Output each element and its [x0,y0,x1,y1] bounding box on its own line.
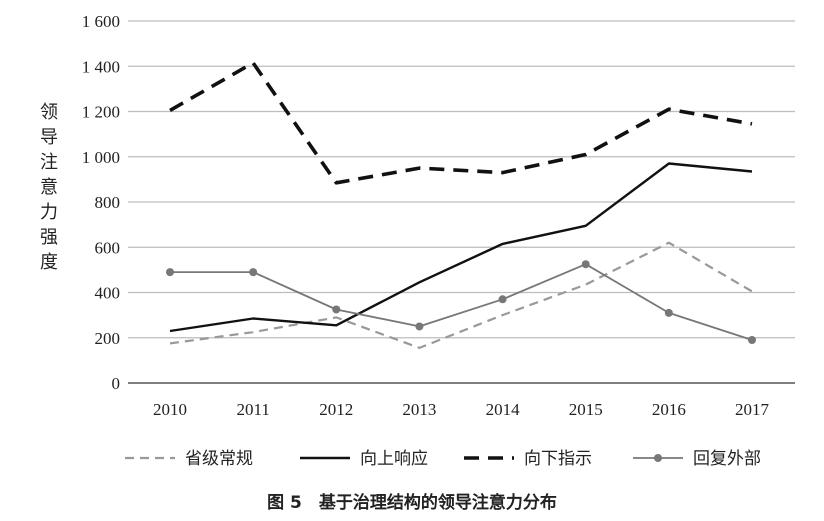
data-point [581,260,590,269]
x-tick-labels: 2010 2011 2012 2013 2014 2015 2016 2017 [153,400,770,419]
data-point [498,295,507,304]
y-tick-label: 200 [95,329,121,348]
chart-title: 图 5 基于治理结构的领导注意力分布 [267,492,557,513]
data-point [748,336,756,345]
x-tick-label: 2017 [735,400,770,419]
data-point [415,322,424,331]
y-tick-label: 600 [95,238,121,257]
data-point [332,305,341,314]
series-line-1 [169,162,753,333]
x-tick-label: 2010 [153,400,187,419]
series-line-0 [169,241,753,349]
y-tick-label: 400 [95,284,121,303]
x-tick-label: 2012 [319,400,353,419]
y-tick-label: 0 [112,374,121,393]
y-tick-label: 1 200 [82,103,120,122]
grid-lines [128,20,795,339]
legend-label-1: 向上响应 [360,449,428,469]
y-axis-label: 领导注意力强度 [40,102,58,273]
x-tick-label: 2016 [652,400,686,419]
x-tick-label: 2013 [402,400,436,419]
y-tick-labels: 0 200 400 600 800 1 000 1 200 1 400 1 600 [82,12,120,393]
legend-marker [654,454,662,462]
legend-label-0: 省级常规 [185,449,253,469]
x-tick-label: 2015 [569,400,603,419]
legend: 省级常规 向上响应 向下指示 回复外部 [125,449,761,469]
series-line-3 [170,263,753,341]
y-tick-label: 1 600 [82,12,120,31]
y-tick-label: 1 000 [82,148,120,167]
legend-label-2: 向下指示 [524,449,592,469]
y-tick-label: 1 400 [82,57,120,76]
x-tick-label: 2011 [236,400,269,419]
series-line-2 [169,61,753,185]
y-tick-label: 800 [95,193,121,212]
data-point [166,268,174,277]
series-lines [166,61,756,349]
data-point [664,308,673,317]
data-point [249,268,258,277]
x-tick-label: 2014 [486,400,521,419]
legend-label-3: 回复外部 [693,449,761,469]
